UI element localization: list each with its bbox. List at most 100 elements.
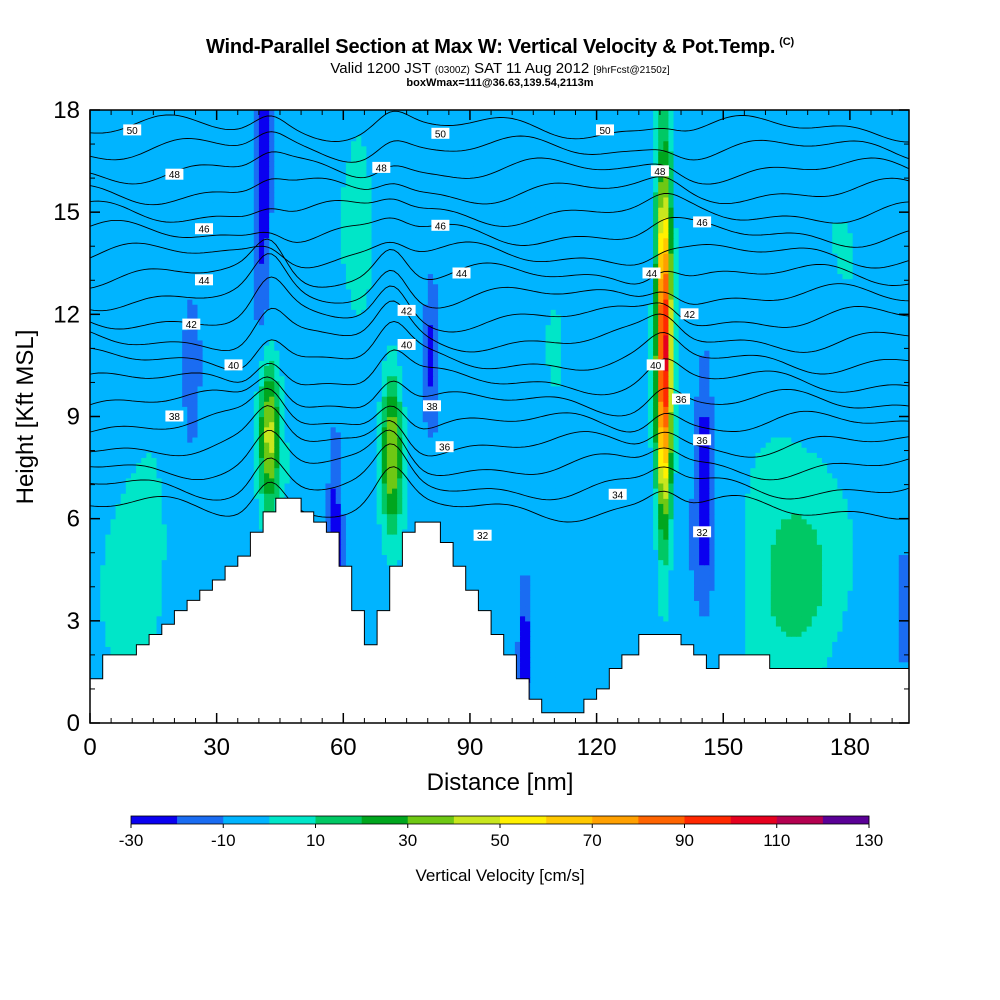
velocity-cell [632,595,639,601]
velocity-cell [811,620,818,627]
velocity-cell [755,579,762,586]
velocity-cell [509,605,516,612]
velocity-cell [576,569,582,576]
velocity-cell [207,579,214,586]
velocity-cell [852,590,859,596]
velocity-cell [775,564,782,571]
velocity-cell [642,631,649,637]
velocity-cell [110,564,117,571]
velocity-cell [832,579,838,586]
velocity-cell [903,636,909,642]
velocity-cell [530,579,536,586]
velocity-cell [566,666,572,673]
velocity-cell [750,579,757,586]
velocity-cell [136,559,142,566]
velocity-cell [95,641,101,647]
velocity-cell [555,620,562,627]
velocity-cell [699,625,705,632]
velocity-cell [105,590,112,596]
velocity-cell [878,595,885,601]
velocity-cell [678,620,685,627]
velocity-cell [125,641,132,647]
velocity-cell [530,671,536,678]
velocity-cell [525,595,531,601]
velocity-cell [105,620,112,627]
velocity-cell [622,564,629,571]
velocity-cell [734,574,741,581]
velocity-cell [494,625,501,632]
velocity-cell [550,620,557,627]
velocity-cell [688,625,695,632]
velocity-cell [862,564,869,571]
velocity-cell [811,651,818,658]
velocity-cell [120,585,127,591]
velocity-cell [376,585,383,591]
velocity-cell [888,585,895,591]
velocity-cell [105,569,112,576]
velocity-cell [550,692,557,699]
velocity-cell [622,590,629,596]
velocity-cell [873,651,879,658]
velocity-cell [857,564,864,571]
velocity-cell [612,656,618,663]
velocity-cell [560,631,567,637]
velocity-cell [745,585,751,591]
velocity-cell [499,610,506,617]
velocity-cell [540,682,547,688]
velocity-cell [796,636,803,642]
velocity-cell [530,595,536,601]
velocity-cell [110,605,117,612]
velocity-cell [842,615,849,622]
velocity-cell [806,631,813,637]
velocity-cell [95,625,101,632]
velocity-cell [171,564,178,571]
velocity-cell [750,569,757,576]
velocity-cell [581,631,588,637]
velocity-cell [734,651,741,658]
velocity-cell [110,610,117,617]
velocity-cell [105,641,112,647]
velocity-cell [606,610,613,617]
velocity-cell [647,590,654,596]
velocity-cell [550,579,557,586]
velocity-cell [571,564,577,571]
velocity-cell [566,595,572,601]
velocity-cell [637,610,644,617]
velocity-cell [105,651,112,658]
velocity-cell [878,585,885,591]
subtitle-valid: Valid 1200 JST [330,60,431,77]
velocity-cell [566,605,572,612]
velocity-cell [678,579,685,586]
velocity-cell [673,574,680,581]
velocity-cell [806,656,813,663]
velocity-cell [504,605,511,612]
velocity-cell [151,620,158,627]
velocity-cell [627,651,634,658]
velocity-cell [560,671,567,678]
velocity-cell [581,585,588,591]
velocity-cell [888,590,895,596]
velocity-cell [545,595,552,601]
velocity-cell [381,579,388,586]
velocity-cell [601,590,608,596]
velocity-cell [576,666,582,673]
velocity-cell [596,610,603,617]
velocity-cell [893,631,900,637]
velocity-cell [504,631,511,637]
velocity-cell [765,564,772,571]
velocity-cell [182,574,188,581]
velocity-cell [903,646,909,653]
velocity-cell [862,605,869,612]
velocity-cell [468,574,475,581]
velocity-cell [581,615,588,622]
velocity-cell [632,585,639,591]
velocity-cell [647,605,654,612]
velocity-cell [525,574,531,581]
velocity-cell [740,641,746,647]
velocity-cell [647,610,654,617]
velocity-cell [606,661,613,668]
velocity-cell [606,585,613,591]
velocity-cell [837,590,844,596]
velocity-cell [729,595,736,601]
velocity-cell [903,590,909,596]
